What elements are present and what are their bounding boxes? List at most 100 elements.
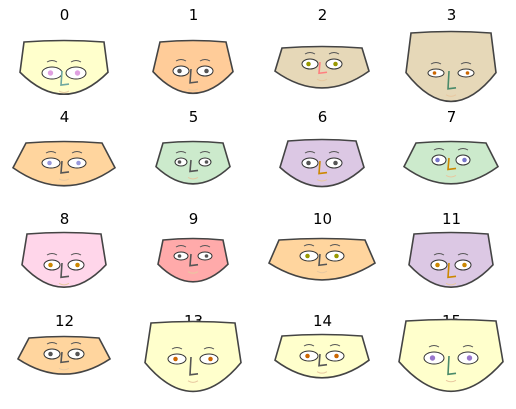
eyebrow: [46, 60, 58, 63]
pupil: [48, 351, 53, 357]
face-label: 4: [59, 108, 70, 126]
mouth: [58, 367, 70, 371]
nose: [60, 262, 70, 279]
eyebrow: [199, 245, 211, 248]
nose: [318, 353, 328, 367]
face-5: [155, 140, 231, 185]
face-3: [405, 30, 497, 103]
face-7: [402, 140, 500, 185]
face-cell-11: 11: [387, 204, 516, 306]
eyebrow: [304, 151, 316, 154]
face-label: 8: [59, 210, 70, 228]
face-8: [21, 231, 107, 288]
face-label: 0: [59, 6, 70, 24]
pupil: [462, 262, 467, 268]
pupil: [334, 353, 339, 359]
eyebrow: [199, 151, 211, 154]
face-label: 5: [188, 108, 199, 126]
pupil: [333, 160, 338, 166]
eyebrow: [175, 245, 187, 248]
eyebrow: [199, 59, 211, 62]
mouth: [58, 282, 70, 286]
pupil: [173, 356, 178, 362]
face-cell-14: 14: [258, 306, 387, 408]
mouth: [445, 282, 457, 286]
face-head: [155, 140, 231, 185]
nose: [189, 253, 199, 267]
nose: [447, 262, 457, 279]
face-label: 14: [312, 312, 333, 330]
eyebrow: [175, 151, 187, 154]
pupil: [333, 61, 338, 67]
face-head: [152, 39, 234, 94]
pupil: [305, 353, 310, 359]
eyebrow: [175, 59, 187, 62]
eyebrow: [328, 52, 340, 55]
nose: [189, 159, 199, 173]
mouth: [187, 380, 199, 383]
pupil: [466, 355, 473, 361]
eyebrow: [428, 345, 440, 348]
face-head: [274, 333, 370, 379]
face-label: 11: [441, 210, 462, 228]
face-label: 2: [317, 6, 328, 24]
pupil: [306, 160, 311, 166]
eyebrow: [171, 347, 183, 350]
face-11: [408, 231, 494, 288]
pupil: [75, 351, 80, 357]
eyebrow: [457, 253, 469, 256]
face-cell-9: 9: [129, 204, 258, 306]
eyebrow: [433, 253, 445, 256]
face-head: [398, 318, 504, 393]
face-label: 9: [188, 210, 199, 228]
face-head: [11, 140, 117, 187]
mouth: [58, 90, 70, 94]
face-cell-7: 7: [387, 102, 516, 204]
nose: [447, 157, 457, 171]
pupil: [177, 254, 182, 258]
eyebrow: [303, 244, 315, 247]
face-label: 12: [54, 312, 75, 330]
pupil: [462, 157, 467, 163]
nose: [189, 68, 199, 84]
face-2: [274, 45, 370, 89]
pupil: [48, 262, 53, 268]
mouth: [316, 371, 328, 374]
mouth: [316, 270, 328, 274]
eyebrow: [457, 148, 469, 151]
pupil: [177, 68, 182, 74]
face-9: [157, 237, 229, 283]
pupil: [435, 157, 440, 163]
face-head: [144, 320, 242, 393]
face-4: [11, 140, 117, 187]
face-cell-5: 5: [129, 102, 258, 204]
nose: [318, 160, 328, 175]
pupil: [76, 160, 81, 166]
mouth: [445, 175, 457, 178]
face-head: [279, 138, 365, 188]
pupil: [47, 70, 54, 76]
pupil: [429, 355, 436, 361]
nose: [189, 356, 199, 376]
nose: [447, 355, 457, 376]
mouth: [316, 179, 328, 182]
eyebrow: [329, 344, 341, 347]
face-cell-4: 4: [0, 102, 129, 204]
pupil: [47, 160, 52, 166]
face-cell-15: 15: [387, 306, 516, 408]
eyebrow: [46, 342, 58, 345]
face-label: 10: [312, 210, 333, 228]
pupil: [334, 253, 339, 259]
pupil: [435, 262, 440, 268]
face-cell-6: 6: [258, 102, 387, 204]
face-cell-2: 2: [258, 0, 387, 102]
face-head: [405, 30, 497, 103]
eyebrow: [304, 52, 316, 55]
pupil: [432, 71, 437, 75]
eyebrow: [45, 151, 57, 154]
eyebrow: [430, 62, 442, 65]
face-6: [279, 138, 365, 188]
face-cell-1: 1: [129, 0, 258, 102]
mouth: [316, 78, 328, 82]
